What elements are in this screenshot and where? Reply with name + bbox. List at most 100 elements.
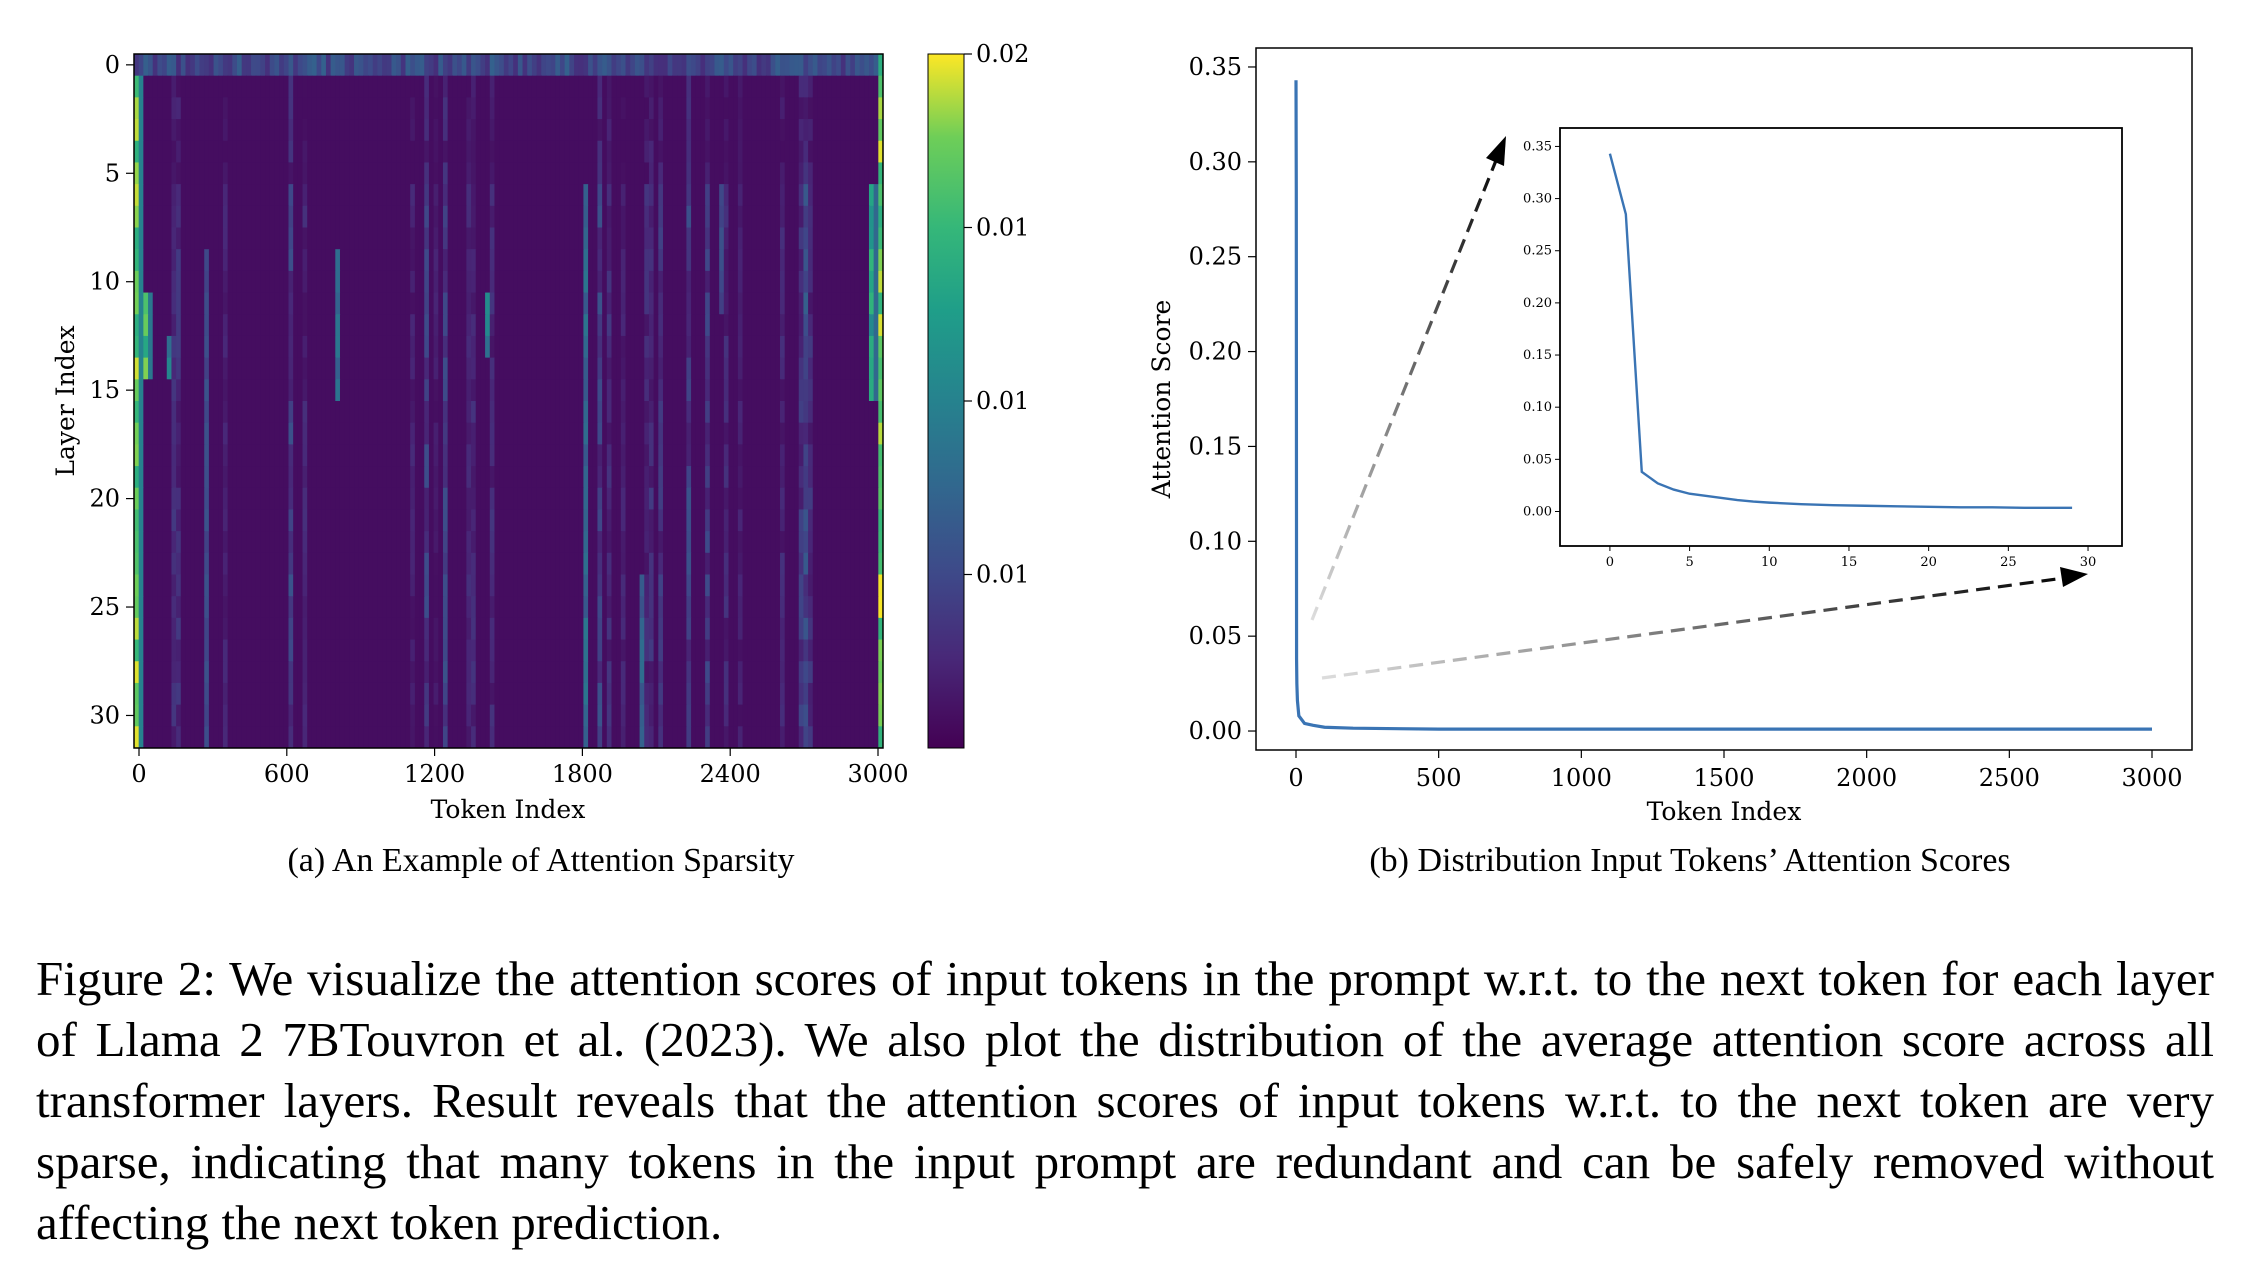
heatmap-cell <box>405 97 411 120</box>
heatmap-cell <box>705 487 711 511</box>
heatmap-cell <box>382 401 388 424</box>
heatmap-cell <box>639 227 645 250</box>
heatmap-cell <box>564 531 570 554</box>
heatmap-cell <box>751 661 758 684</box>
heatmap-cell <box>461 227 467 250</box>
heatmap-cell <box>677 314 683 337</box>
heatmap-cell <box>653 596 659 619</box>
heatmap-cell <box>761 292 767 315</box>
heatmap-cell <box>461 444 467 467</box>
heatmap-cell <box>878 119 883 142</box>
heatmap-cell <box>789 661 795 684</box>
heatmap-cell <box>845 75 851 98</box>
heatmap-cell <box>316 487 322 511</box>
heatmap-cell <box>695 617 702 641</box>
heatmap-cell <box>569 335 575 359</box>
heatmap-cell <box>559 574 566 597</box>
heatmap-cell <box>372 487 379 511</box>
heatmap-cell <box>157 292 163 315</box>
heatmap-cell <box>728 162 734 185</box>
heatmap-cell <box>737 639 744 662</box>
heatmap-cell <box>321 379 327 402</box>
heatmap-cell <box>166 704 173 727</box>
heatmap-cell <box>447 270 453 294</box>
heatmap-cell <box>531 292 538 315</box>
heatmap-cell <box>747 596 753 619</box>
heatmap-cell <box>461 704 467 727</box>
heatmap-cell <box>545 401 552 424</box>
heatmap-cell <box>400 639 407 662</box>
heatmap-cell <box>859 292 865 315</box>
heatmap-cell <box>625 466 631 489</box>
heatmap-cell <box>545 661 552 684</box>
heatmap-cell <box>377 119 383 142</box>
heatmap-cell <box>279 487 285 511</box>
heatmap-cell <box>461 335 467 359</box>
heatmap-cell <box>583 379 589 402</box>
heatmap-cell <box>588 270 594 294</box>
heatmap-cell <box>527 227 533 250</box>
heatmap-cell <box>152 509 158 532</box>
heatmap-cell <box>489 379 496 402</box>
heatmap-cell <box>733 54 739 77</box>
heatmap-cell <box>723 119 730 142</box>
heatmap-cell <box>667 227 673 250</box>
heatmap-cell <box>358 227 364 250</box>
heatmap-cell <box>850 682 856 706</box>
heatmap-cell <box>812 444 819 467</box>
heatmap-cell <box>265 574 271 597</box>
heatmap-cell <box>648 205 655 229</box>
heatmap-cell <box>316 314 322 337</box>
heatmap-cell <box>765 379 772 402</box>
heatmap-cell <box>410 552 416 576</box>
heatmap-cell <box>466 661 472 684</box>
heatmap-cell <box>508 422 514 445</box>
heatmap-cell <box>658 379 664 402</box>
heatmap-cell <box>564 249 570 272</box>
heatmap-cell <box>344 444 350 467</box>
heatmap-cell <box>709 401 716 424</box>
heatmap-cell <box>213 75 219 98</box>
heatmap-cell <box>569 270 575 294</box>
heatmap-cell <box>517 249 524 272</box>
heatmap-cell <box>269 704 276 727</box>
heatmap-cell <box>536 574 542 597</box>
heatmap-cell <box>569 422 575 445</box>
heatmap-cell <box>148 639 154 662</box>
heatmap-cell <box>662 466 669 489</box>
heatmap-cell <box>522 249 528 272</box>
heatmap-cell <box>405 487 411 511</box>
heatmap-cell <box>681 249 687 272</box>
heatmap-cell <box>180 292 187 315</box>
heatmap-cell <box>681 75 687 98</box>
heatmap-cell <box>672 401 678 424</box>
heatmap-cell <box>382 314 388 337</box>
heatmap-cell <box>648 140 655 164</box>
heatmap-cell <box>185 379 191 402</box>
heatmap-cell <box>630 205 636 229</box>
heatmap-cell <box>812 249 819 272</box>
heatmap-cell <box>194 75 201 98</box>
heatmap-cell <box>297 444 304 467</box>
heatmap-cell <box>288 270 294 294</box>
heatmap-cell <box>854 205 861 229</box>
heatmap-cell <box>143 466 149 489</box>
heatmap-cell <box>592 422 599 445</box>
heatmap-cell <box>751 75 758 98</box>
heatmap-cell <box>864 682 870 706</box>
heatmap-cell <box>831 661 837 684</box>
heatmap-cell <box>190 75 196 98</box>
heatmap-cell <box>691 552 697 576</box>
heatmap-cell <box>297 661 304 684</box>
heatmap-cell <box>569 227 575 250</box>
heatmap-cell <box>405 596 411 619</box>
heatmap-cell <box>574 162 580 185</box>
heatmap-cell <box>166 487 173 511</box>
heatmap-cell <box>363 314 369 337</box>
heatmap-cell <box>349 639 355 662</box>
heatmap-cell <box>260 617 266 641</box>
heatmap-cell <box>578 466 584 489</box>
heatmap-cell <box>658 75 664 98</box>
heatmap-cell <box>176 119 182 142</box>
heatmap-cell <box>321 140 327 164</box>
